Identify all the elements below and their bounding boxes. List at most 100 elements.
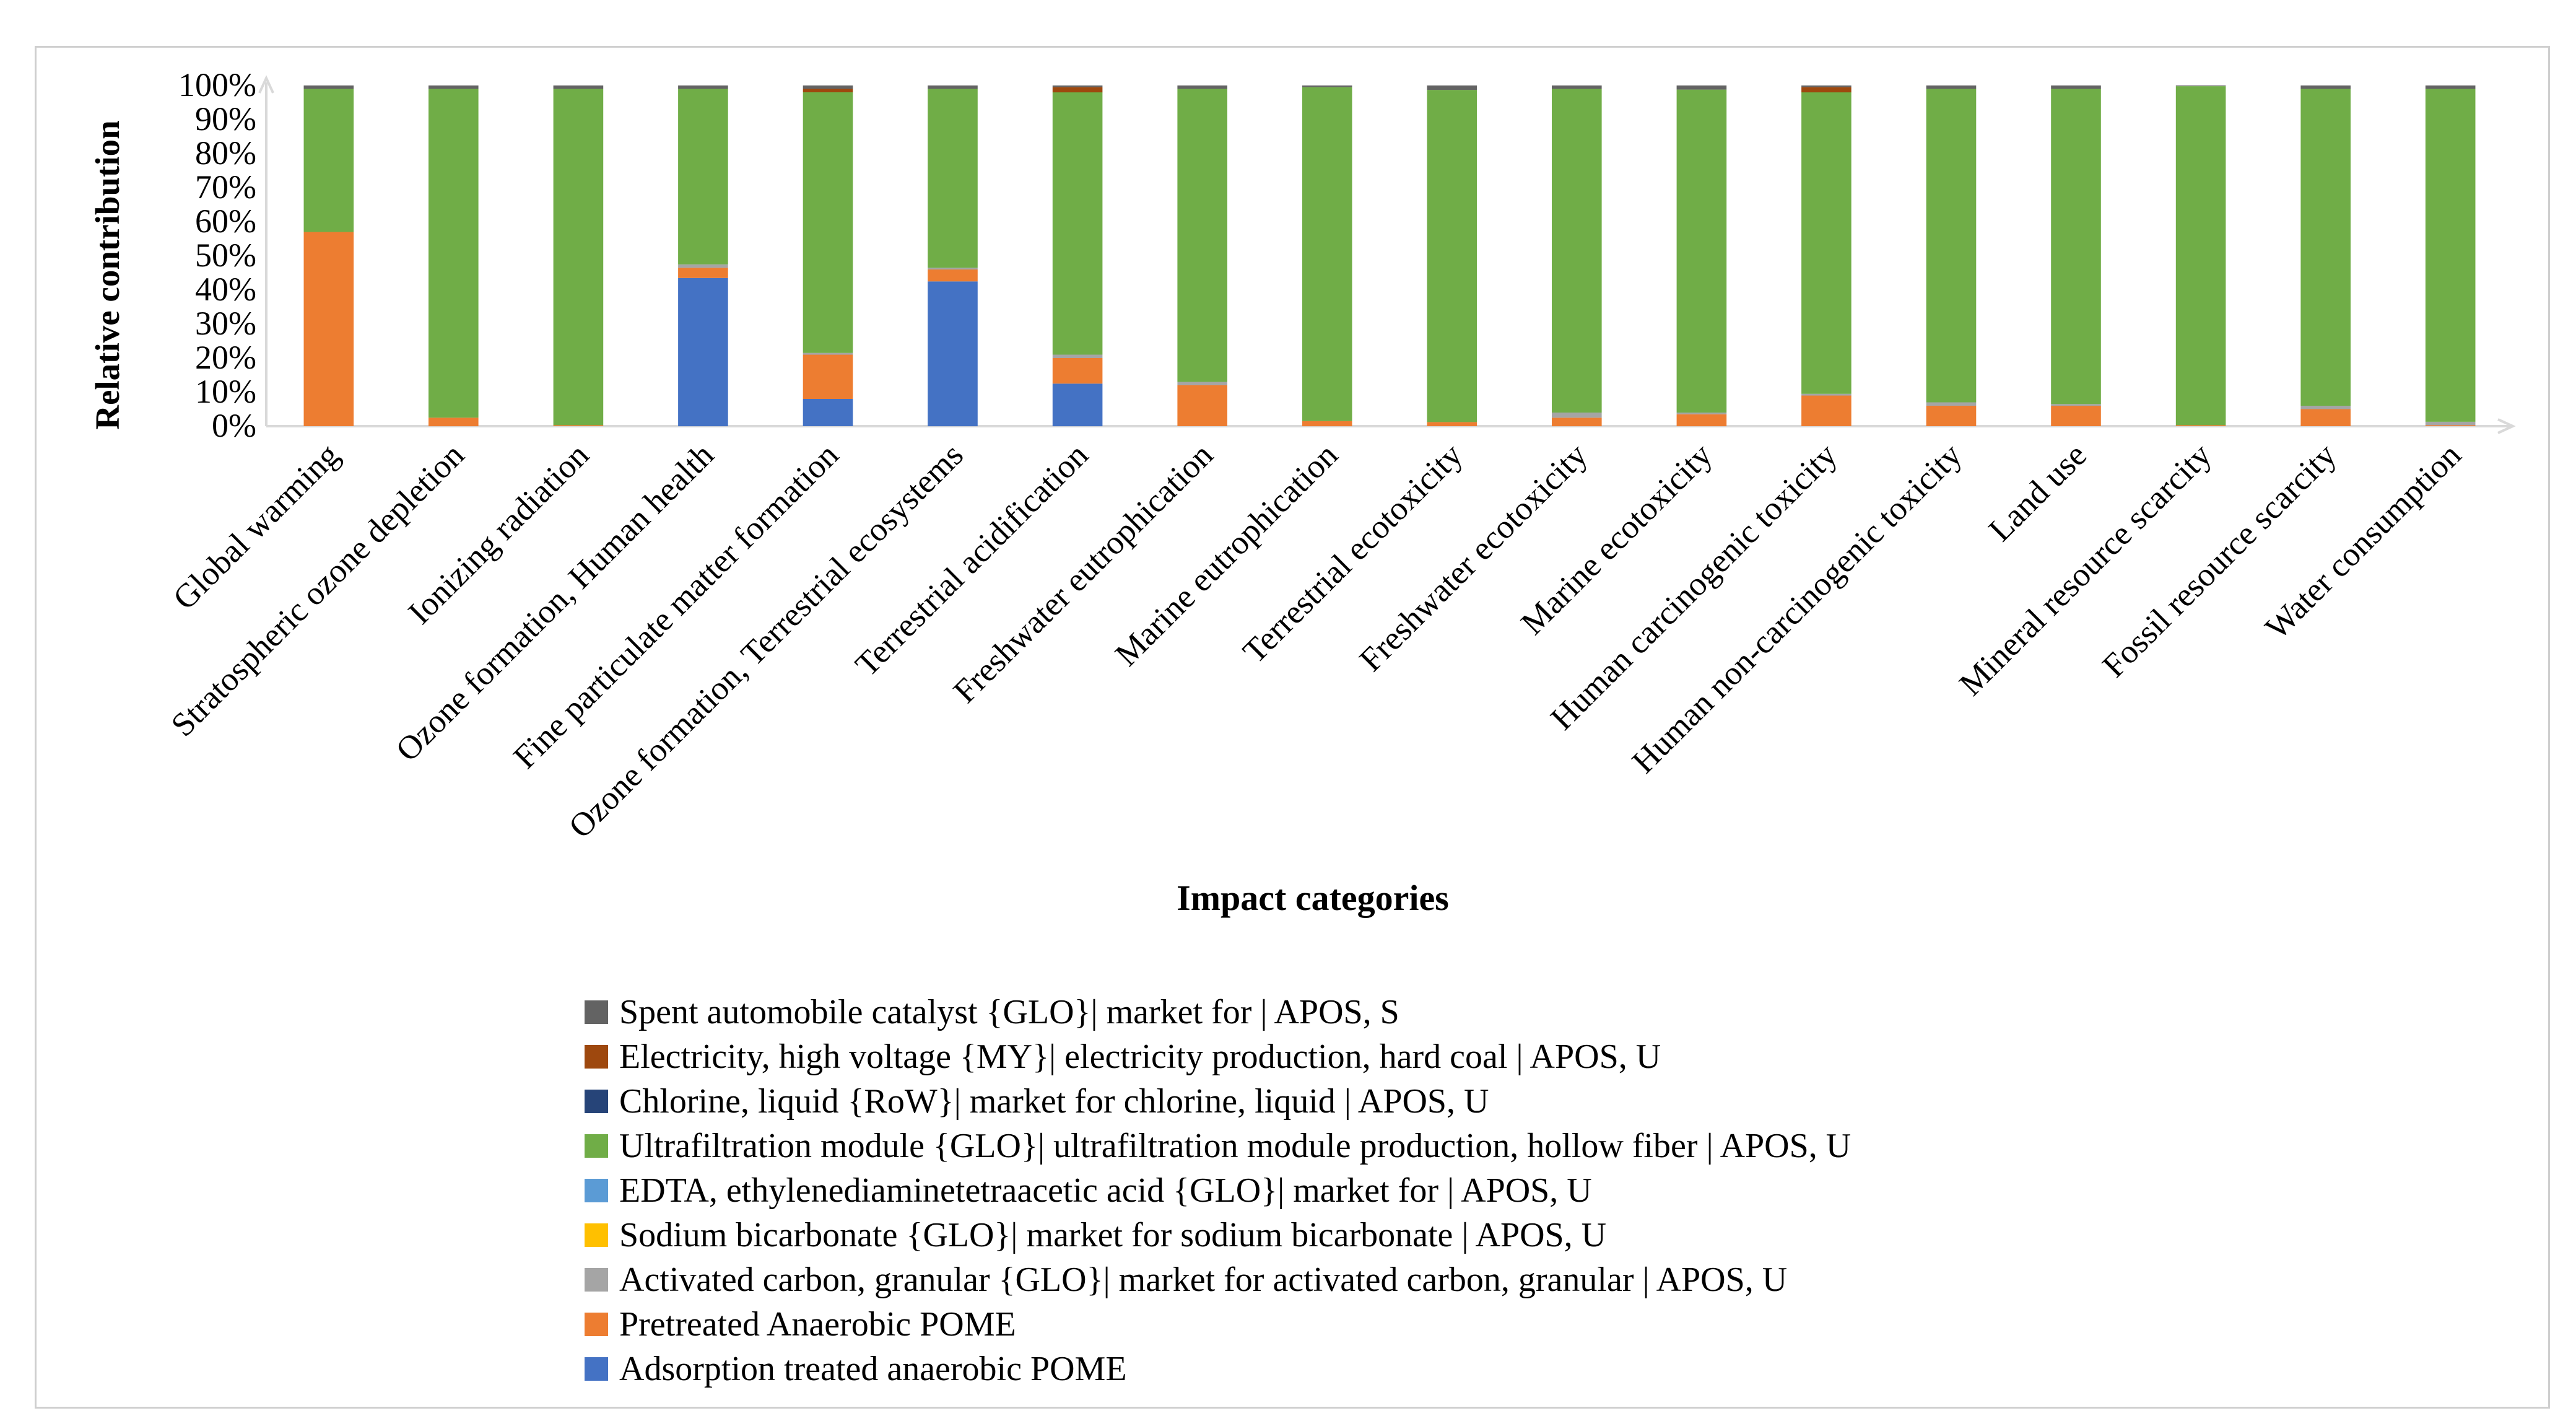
bar-segment — [553, 85, 604, 89]
legend-swatch — [585, 1268, 608, 1292]
bar-segment — [303, 89, 354, 232]
bar-segment — [1427, 85, 1477, 90]
y-tick-label: 40% — [195, 271, 256, 308]
bar-segment — [1926, 402, 1977, 406]
legend-label: Sodium bicarbonate {GLO}| market for sod… — [619, 1216, 1606, 1254]
x-axis-arrow — [2497, 418, 2516, 434]
bar-segment — [2051, 89, 2101, 404]
bars — [303, 85, 2476, 427]
bar-segment — [1177, 385, 1227, 426]
bar-segment — [1801, 92, 1852, 394]
x-axis-label: Impact categories — [1177, 878, 1449, 918]
bar-segment — [803, 92, 853, 353]
bar-segment — [928, 89, 978, 268]
bar-segment — [2175, 425, 2226, 426]
bar-segment — [1052, 87, 1103, 93]
bar-segment — [1302, 421, 1352, 427]
bar-segment — [1052, 85, 1103, 87]
x-tick-label: Terrestrial acidification — [848, 436, 1095, 683]
bar-segment — [1676, 414, 1727, 427]
y-tick-label: 60% — [195, 203, 256, 240]
axes: 0%10%20%30%40%50%60%70%80%90%100% — [178, 66, 2516, 444]
bar-segment — [1676, 413, 1727, 414]
legend-label: Ultrafiltration module {GLO}| ultrafiltr… — [619, 1127, 1851, 1165]
bar-segment — [1052, 358, 1103, 384]
bar-segment — [2300, 406, 2351, 409]
legend-label: EDTA, ethylenediaminetetraacetic acid {G… — [619, 1171, 1592, 1210]
bar-segment — [678, 268, 728, 278]
bar-segment — [803, 399, 853, 426]
y-axis-arrow — [258, 75, 274, 94]
legend-swatch — [585, 1045, 608, 1069]
bar-segment — [1926, 89, 1977, 403]
x-tick-label: Freshwater eutrophication — [946, 436, 1220, 710]
bar-segment — [429, 89, 479, 418]
bar-segment — [2425, 425, 2476, 426]
bar-segment — [1926, 406, 1977, 426]
x-tick-label: Terrestrial ecotoxicity — [1235, 436, 1469, 670]
bar-segment — [1926, 85, 1977, 89]
legend-swatch — [585, 1313, 608, 1336]
y-tick-label: 30% — [195, 305, 256, 342]
bar-segment — [928, 268, 978, 270]
y-tick-label: 0% — [212, 407, 256, 444]
bar-segment — [1552, 418, 1602, 427]
x-tick-label: Fossil resource scarcity — [2095, 436, 2343, 684]
bar-segment — [928, 269, 978, 282]
bar-segment — [803, 89, 853, 92]
bar-segment — [2300, 409, 2351, 426]
bar-segment — [1052, 383, 1103, 427]
bar-segment — [553, 425, 604, 426]
bar-segment — [1427, 422, 1477, 426]
bar-segment — [1177, 85, 1227, 89]
bar-segment — [2300, 85, 2351, 89]
legend-label: Spent automobile catalyst {GLO}| market … — [619, 993, 1399, 1031]
bar-segment — [928, 281, 978, 427]
bar-segment — [303, 85, 354, 89]
bar-segment — [1427, 90, 1477, 422]
bar-segment — [429, 418, 479, 427]
bar-segment — [678, 85, 728, 89]
bar-segment — [2425, 89, 2476, 422]
bar-segment — [678, 264, 728, 268]
bar-segment — [1801, 85, 1852, 87]
bar-segment — [1177, 89, 1227, 382]
legend: Spent automobile catalyst {GLO}| market … — [585, 993, 1851, 1388]
y-tick-label: 100% — [178, 66, 256, 103]
bar-segment — [803, 352, 853, 355]
bar-segment — [1676, 89, 1727, 413]
x-tick-label: Mineral resource scarcity — [1952, 436, 2218, 702]
bar-segment — [1676, 85, 1727, 90]
bar-segment — [1052, 92, 1103, 355]
x-tick-label: Freshwater ecotoxicity — [1352, 436, 1595, 678]
bar-segment — [928, 85, 978, 89]
y-tick-label: 90% — [195, 100, 256, 138]
bar-segment — [1052, 354, 1103, 358]
bar-segment — [553, 89, 604, 426]
bar-segment — [1801, 395, 1852, 426]
bar-segment — [303, 232, 354, 426]
y-tick-label: 80% — [195, 134, 256, 172]
bar-segment — [1302, 85, 1352, 87]
legend-swatch — [585, 1000, 608, 1024]
bar-segment — [429, 85, 479, 89]
bar-segment — [2425, 85, 2476, 89]
legend-label: Activated carbon, granular {GLO}| market… — [619, 1261, 1787, 1299]
legend-swatch — [585, 1223, 608, 1247]
bar-segment — [1177, 382, 1227, 385]
legend-swatch — [585, 1134, 608, 1158]
bar-segment — [2051, 404, 2101, 406]
bar-segment — [2425, 421, 2476, 426]
legend-label: Chlorine, liquid {RoW}| market for chlor… — [619, 1082, 1489, 1121]
legend-label: Pretreated Anaerobic POME — [619, 1305, 1016, 1344]
bar-segment — [1552, 89, 1602, 413]
bar-segment — [2051, 406, 2101, 426]
bar-segment — [678, 278, 728, 427]
y-tick-label: 70% — [195, 168, 256, 206]
bar-segment — [2300, 89, 2351, 406]
x-tick-label: Land use — [1982, 436, 2094, 548]
x-tick-label: Marine eutrophication — [1108, 436, 1345, 673]
legend-swatch — [585, 1090, 608, 1113]
